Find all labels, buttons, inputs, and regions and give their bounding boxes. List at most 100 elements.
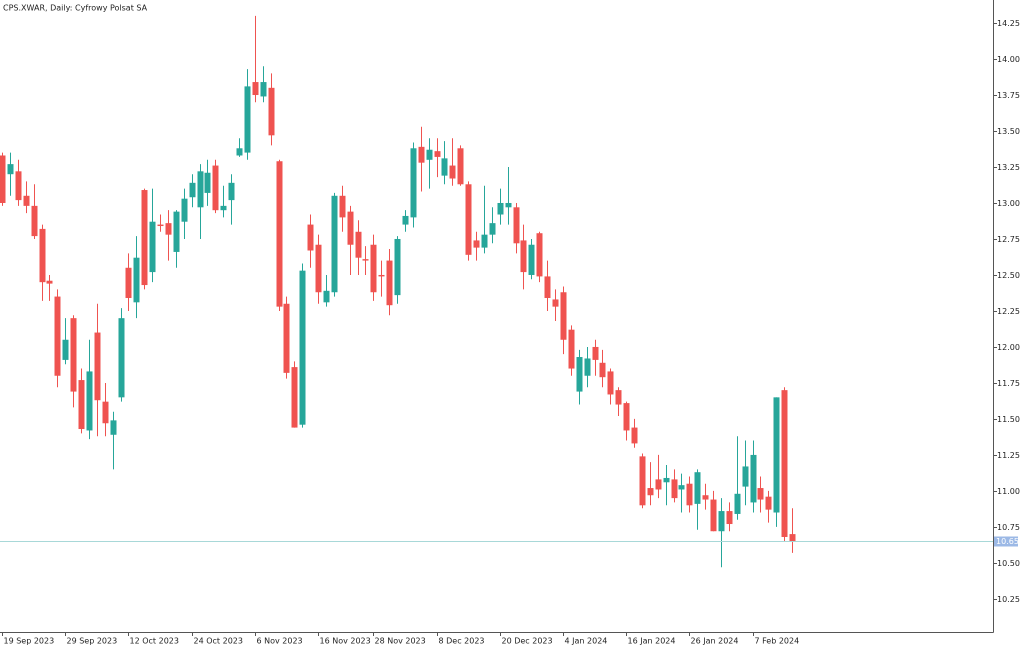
candle-body	[599, 362, 606, 378]
y-tick-label: 13.50	[997, 127, 1020, 136]
candle-body	[678, 485, 685, 490]
current-price-label: 10.65	[996, 537, 1019, 546]
candle-body	[750, 454, 757, 503]
candle-body	[671, 479, 678, 499]
candle-body	[165, 223, 172, 235]
candle-body	[576, 357, 583, 392]
candle-body	[7, 164, 14, 175]
candle-body	[734, 493, 741, 514]
candle-body	[789, 534, 796, 542]
candle-body	[528, 244, 535, 275]
candle-body	[244, 86, 251, 153]
candle-body	[173, 211, 180, 252]
candle-body	[102, 401, 109, 424]
chart-title: CPS.XWAR, Daily: Cyfrowy Polsat SA	[3, 4, 148, 13]
candle-body	[386, 260, 393, 306]
candle-body	[568, 329, 575, 369]
candle-body	[647, 488, 654, 496]
candle-body	[773, 397, 780, 513]
candle-body	[283, 303, 290, 373]
candle-body	[252, 82, 259, 96]
candle-body	[623, 403, 630, 431]
candle-body	[473, 240, 480, 248]
candle-body	[141, 190, 148, 286]
candle-body	[513, 207, 520, 244]
candle-body	[505, 202, 512, 208]
y-tick-label: 13.00	[997, 199, 1020, 208]
candle-body	[157, 224, 164, 227]
y-tick-label: 10.50	[997, 559, 1020, 568]
x-tick-label: 12 Oct 2023	[130, 637, 179, 646]
y-tick-label: 13.75	[997, 91, 1020, 100]
candle-body	[757, 488, 764, 500]
x-tick-label: 24 Oct 2023	[194, 637, 243, 646]
candle-body	[592, 346, 599, 360]
y-tick-label: 11.25	[997, 451, 1020, 460]
candle-body	[347, 211, 354, 245]
candle-body	[663, 477, 670, 483]
candle-body	[418, 146, 425, 163]
current-price-box	[994, 536, 1018, 547]
candle-body	[520, 240, 527, 273]
candle-body	[560, 292, 567, 340]
candle-body	[631, 427, 638, 444]
candle-body	[362, 259, 369, 261]
candle-body	[125, 267, 132, 299]
candle-body	[726, 511, 733, 525]
candle-body	[220, 205, 227, 211]
candle-body	[23, 195, 30, 206]
candle-body	[78, 380, 85, 430]
candle-body	[481, 234, 488, 248]
y-tick-label: 14.00	[997, 55, 1020, 64]
candle-body	[457, 148, 464, 185]
candle-body	[149, 221, 156, 273]
x-tick-label: 16 Nov 2023	[320, 637, 371, 646]
candle-body	[441, 158, 448, 176]
candle-body	[323, 290, 330, 303]
candle-body	[694, 472, 701, 504]
candle-body	[615, 390, 622, 405]
candle-body	[236, 148, 243, 156]
candle-body	[118, 318, 125, 398]
candle-body	[426, 149, 433, 160]
candle-body	[655, 479, 662, 490]
candle-body	[552, 299, 559, 307]
candle-body	[355, 231, 362, 258]
candle-body	[62, 339, 69, 360]
candle-body	[86, 371, 93, 431]
y-tick-label: 12.25	[997, 307, 1020, 316]
candle-body	[465, 184, 472, 255]
y-tick-label: 11.50	[997, 415, 1020, 424]
candle-body	[718, 511, 725, 532]
y-tick-label: 10.25	[997, 595, 1020, 604]
x-tick-label: 7 Feb 2024	[755, 637, 800, 646]
x-tick-label: 8 Dec 2023	[439, 637, 485, 646]
y-tick-label: 11.00	[997, 487, 1020, 496]
candle-body	[204, 172, 211, 193]
y-tick-label: 12.00	[997, 343, 1020, 352]
candle-body	[54, 296, 61, 376]
candle-body	[260, 82, 267, 97]
candle-body	[268, 87, 275, 136]
candle-body	[370, 244, 377, 293]
candle-body	[765, 496, 772, 510]
y-tick-label: 12.50	[997, 271, 1020, 280]
candle-body	[197, 171, 204, 208]
candle-body	[742, 466, 749, 487]
candle-body	[449, 165, 456, 179]
candle-body	[307, 224, 314, 251]
x-tick-label: 20 Dec 2023	[502, 637, 553, 646]
candle-body	[710, 499, 717, 532]
x-tick-label: 16 Jan 2024	[628, 637, 676, 646]
candle-body	[686, 483, 693, 506]
x-tick-label: 19 Sep 2023	[4, 637, 55, 646]
candle-body	[489, 223, 496, 235]
x-tick-label: 6 Nov 2023	[257, 637, 303, 646]
candle-body	[110, 420, 117, 435]
candle-body	[402, 215, 409, 225]
candle-body	[15, 171, 22, 201]
x-tick-label: 28 Nov 2023	[375, 637, 426, 646]
candle-body	[394, 238, 401, 296]
